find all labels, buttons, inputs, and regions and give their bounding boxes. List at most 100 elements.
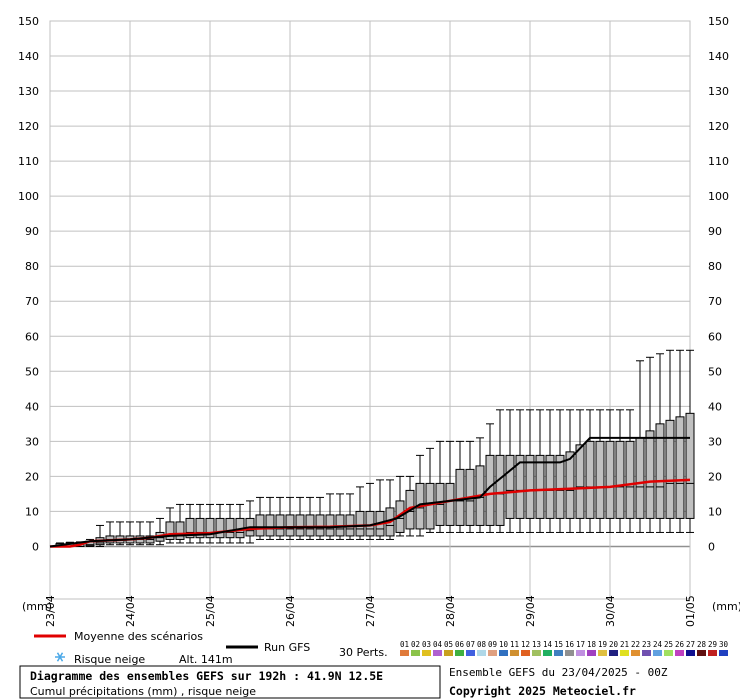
box-body	[565, 451, 575, 519]
box-body	[535, 454, 545, 519]
y-tick-label: 30	[708, 435, 722, 448]
pert-number: 16	[565, 640, 575, 649]
gfs-line	[49, 436, 690, 548]
box	[545, 409, 555, 533]
pert-number: 29	[708, 640, 717, 649]
x-tick-label: 25/04	[204, 595, 217, 627]
y-tick-label: 130	[708, 85, 729, 98]
box-body	[225, 517, 235, 539]
pert-number: 09	[488, 640, 497, 649]
y-tick-label: 90	[25, 225, 39, 238]
pert-number: 07	[466, 640, 475, 649]
box	[315, 496, 325, 540]
copyright: Copyright 2025 Meteociel.fr	[449, 684, 636, 698]
x-tick-label: 26/04	[284, 595, 297, 627]
box	[575, 409, 585, 533]
pert-number: 15	[554, 640, 563, 649]
chart-title: Diagramme des ensembles GEFS sur 192h : …	[30, 669, 383, 683]
box-body	[685, 412, 695, 519]
x-tick-label: 28/04	[444, 595, 457, 627]
box	[155, 517, 165, 546]
box	[615, 409, 625, 533]
box	[195, 503, 205, 544]
pert-swatch	[719, 650, 728, 656]
y-axis-unit-right: (mm)	[712, 600, 740, 613]
pert-number: 11	[510, 640, 519, 649]
box	[345, 493, 355, 540]
box	[525, 409, 535, 533]
box	[215, 503, 225, 544]
box-body	[595, 440, 605, 519]
box	[325, 493, 335, 540]
y-tick-label: 120	[18, 120, 39, 133]
box-body	[605, 440, 615, 519]
box	[485, 423, 495, 533]
y-tick-label: 0	[32, 540, 39, 553]
box	[255, 496, 265, 540]
pert-number: 30	[719, 640, 729, 649]
box-body	[265, 514, 275, 537]
box-body	[445, 482, 455, 526]
box	[205, 503, 215, 544]
pert-swatch	[466, 650, 475, 656]
box-body	[205, 517, 215, 539]
box-body	[675, 416, 685, 519]
box-body	[215, 517, 225, 539]
legend-altitude: Alt. 141m	[179, 653, 233, 666]
box	[455, 440, 465, 533]
pert-swatch	[598, 650, 607, 656]
pert-number: 05	[444, 640, 453, 649]
box-body	[255, 514, 265, 537]
y-tick-label: 100	[708, 190, 729, 203]
y-tick-label: 10	[708, 505, 722, 518]
box	[465, 440, 475, 533]
box	[335, 493, 345, 540]
box-body	[325, 514, 335, 537]
pert-swatch	[411, 650, 420, 656]
box	[475, 437, 485, 533]
box	[115, 521, 125, 546]
box-body	[295, 514, 305, 537]
box	[395, 475, 405, 537]
box-body	[185, 517, 195, 539]
box-body	[665, 419, 675, 519]
pert-swatch	[532, 650, 541, 656]
box-body	[625, 440, 635, 519]
box	[125, 521, 135, 546]
series-lines	[49, 436, 691, 548]
box-body	[355, 510, 365, 537]
box-body	[615, 440, 625, 519]
box	[295, 496, 305, 540]
box	[585, 409, 595, 533]
box-body	[575, 444, 585, 519]
box	[415, 454, 425, 537]
box	[515, 409, 525, 533]
legend-perts-label: 30 Perts.	[339, 646, 388, 659]
box	[435, 440, 445, 533]
box	[385, 479, 395, 540]
grid	[49, 20, 691, 600]
pert-number: 28	[697, 640, 707, 649]
pert-swatch	[686, 650, 695, 656]
perturbation-legend: 01 02 03 04 05 06 07 08 09 10 11 12 13 14 15 16 17 18 19 20…	[400, 640, 729, 656]
chart-subtitle: Cumul précipitations (mm) , risque neige	[30, 685, 256, 698]
box	[645, 356, 655, 533]
box	[235, 503, 245, 544]
pert-number: 02	[411, 640, 420, 649]
box	[245, 500, 255, 544]
box-body	[555, 454, 565, 519]
box	[175, 503, 185, 544]
pert-swatch	[400, 650, 409, 656]
box-body	[495, 454, 505, 526]
pert-swatch	[554, 650, 563, 656]
box	[685, 349, 695, 533]
box	[675, 349, 685, 533]
box	[665, 349, 675, 533]
pert-swatch	[587, 650, 596, 656]
y-tick-label: 20	[708, 470, 722, 483]
box-body	[305, 514, 315, 537]
x-tick-label: 23/04	[44, 595, 57, 627]
pert-swatch	[708, 650, 717, 656]
box	[505, 409, 515, 533]
pert-number: 14	[543, 640, 553, 649]
